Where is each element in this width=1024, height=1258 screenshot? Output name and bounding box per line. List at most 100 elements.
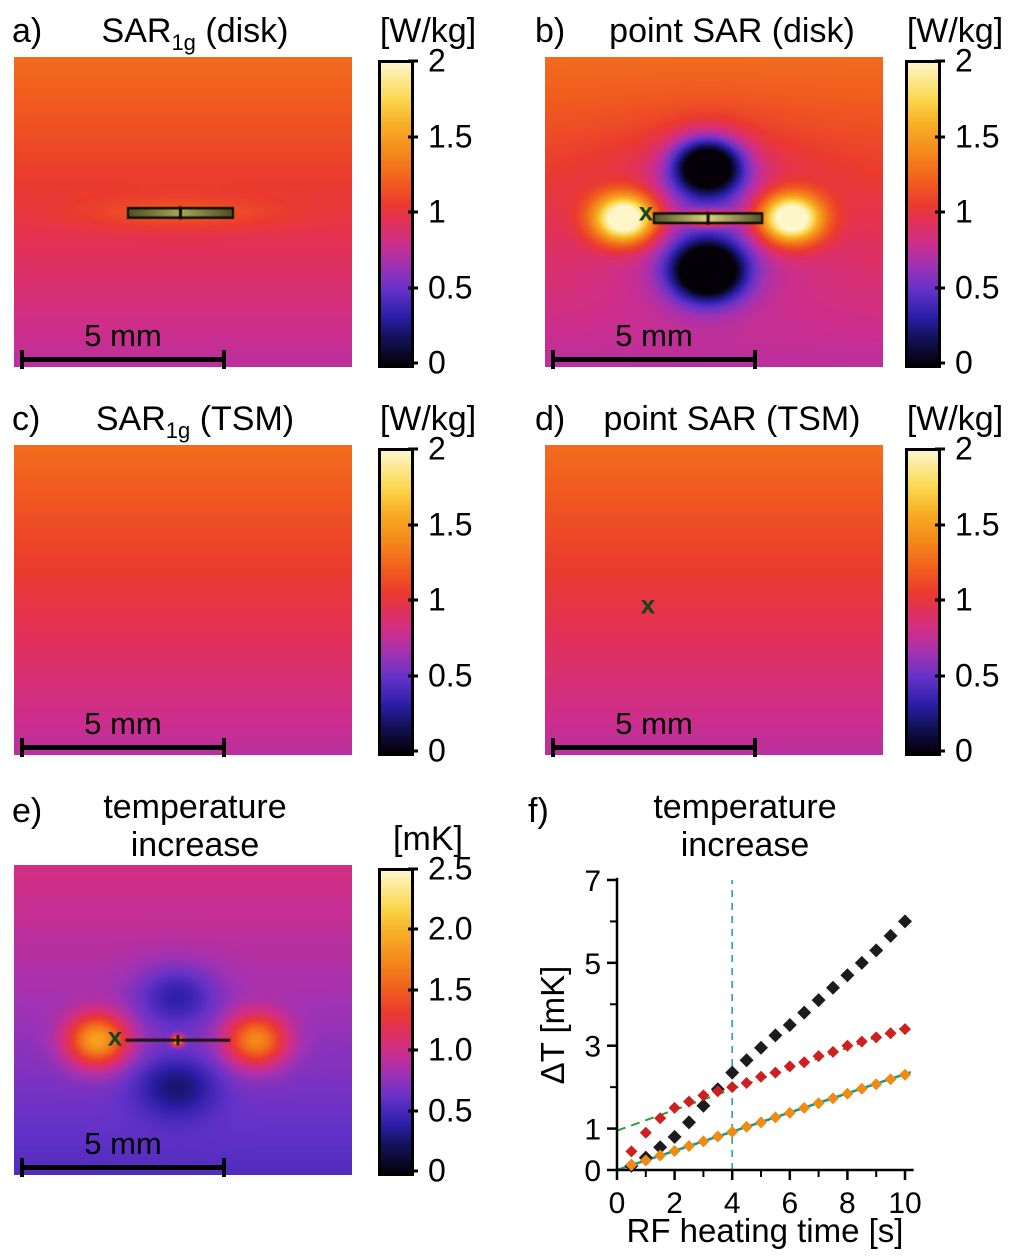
colorbar-tick-label: 0.5	[428, 1092, 473, 1129]
marker-red	[639, 1126, 652, 1139]
heatmap-b	[545, 57, 883, 367]
marker-orange	[884, 1073, 897, 1086]
scale-bar-b-line	[551, 350, 757, 369]
marker-red	[899, 1023, 911, 1036]
colorbar-d-ticks: 2 1.5 1 0.5 0	[935, 431, 1021, 769]
marker-orange	[841, 1087, 854, 1100]
marker-red	[726, 1081, 739, 1094]
panel-e-title-line1: temperature	[103, 788, 287, 826]
y-tick-label: 7	[584, 868, 601, 898]
panel-b-colorbar-unit: [W/kg]	[906, 12, 1004, 50]
panel-c-title-text: SAR	[95, 400, 166, 438]
colorbar-tick-label: 0	[428, 344, 446, 381]
x-tick-label: 10	[888, 1187, 921, 1220]
y-axis-label: ΔT [mK]	[534, 965, 571, 1085]
heatmap-e	[14, 865, 352, 1175]
heatmap-d	[545, 445, 883, 755]
marker-red	[855, 1035, 868, 1048]
marker-black	[754, 1040, 768, 1055]
y-tick-label: 0	[584, 1155, 601, 1188]
panel-c-title-subscript: 1g	[165, 417, 191, 443]
scale-bar-a: 5 mm	[20, 318, 226, 369]
panel-a-title-text: SAR	[101, 12, 172, 50]
marker-black	[696, 1098, 711, 1113]
panel-d-title: point SAR (TSM)	[603, 400, 861, 438]
colorbar-tick-mark	[408, 674, 418, 677]
marker-black	[898, 914, 912, 929]
panel-b-position-marker: x	[638, 196, 654, 227]
colorbar-tick-label: 2	[955, 42, 973, 79]
panel-c-title: SAR1g (TSM)	[60, 400, 330, 450]
marker-orange	[783, 1106, 796, 1119]
scale-bar-c-line	[20, 738, 226, 757]
marker-orange	[654, 1149, 667, 1162]
colorbar-tick-label: 0.5	[955, 269, 1000, 305]
colorbar-tick-mark	[408, 867, 418, 871]
marker-red	[711, 1085, 724, 1098]
marker-orange	[726, 1125, 739, 1138]
marker-orange	[798, 1101, 811, 1114]
marker-black	[826, 980, 840, 995]
colorbar-tick-mark	[408, 59, 418, 63]
colorbar-a	[378, 60, 414, 368]
colorbar-tick-mark	[935, 674, 945, 677]
x-tick-label: 6	[781, 1187, 798, 1220]
panel-f-title-line1: temperature	[653, 788, 837, 826]
colorbar-tick-label: 0.5	[428, 657, 473, 693]
marker-red	[812, 1050, 825, 1063]
panel-c-label: c)	[12, 400, 41, 438]
scale-bar-a-line	[20, 350, 226, 369]
panel-c-title-tail: (TSM)	[190, 400, 295, 438]
panel-b-title: point SAR (disk)	[609, 12, 855, 50]
scale-bar-b: 5 mm	[551, 318, 757, 369]
marker-black	[667, 1129, 682, 1144]
marker-red	[870, 1031, 883, 1044]
colorbar-tick-mark	[408, 988, 418, 992]
colorbar-tick-mark	[935, 361, 945, 365]
colorbar-a-ticks: 2 1.5 1 0.5 0	[408, 43, 504, 381]
scale-bar-e: 5 mm	[20, 1126, 226, 1177]
scale-bar-b-label: 5 mm	[615, 318, 693, 353]
colorbar-c-ticks: 2 1.5 1 0.5 0	[408, 431, 504, 769]
marker-black	[739, 1053, 754, 1068]
scale-bar-c-label: 5 mm	[84, 706, 162, 741]
scale-bar-d-label: 5 mm	[615, 706, 693, 741]
panel-a-title-subscript: 1g	[171, 29, 196, 55]
marker-black	[883, 928, 898, 943]
y-tick-label: 1	[584, 1114, 601, 1147]
colorbar-tick-mark	[408, 598, 418, 602]
colorbar-tick-mark	[408, 1169, 418, 1173]
marker-red	[841, 1039, 854, 1052]
colorbar-tick-mark	[408, 749, 418, 753]
scale-bar-d: 5 mm	[551, 706, 757, 757]
marker-black	[854, 955, 869, 970]
panel-e-position-marker: x	[107, 1021, 123, 1052]
colorbar-tick-mark	[408, 447, 418, 451]
heatmap-c	[14, 445, 352, 755]
colorbar-c	[378, 448, 414, 756]
panel-b-label: b)	[535, 12, 566, 50]
x-tick-label: 0	[609, 1187, 626, 1220]
colorbar-tick-mark	[408, 927, 418, 931]
panel-e-label: e)	[12, 792, 43, 830]
panel-d-colorbar-unit: [W/kg]	[906, 400, 1004, 438]
scatter-plot: 0 2 4 6 8 10 0 1 3 5 7	[584, 868, 921, 1220]
marker-red	[827, 1045, 839, 1058]
marker-red	[740, 1076, 753, 1089]
heatmap-a	[14, 57, 352, 367]
colorbar-tick-mark	[935, 749, 945, 753]
colorbar-tick-label: 0.5	[428, 269, 473, 305]
colorbar-tick-mark	[408, 361, 418, 365]
marker-black	[869, 943, 884, 958]
marker-orange	[812, 1097, 825, 1110]
colorbar-tick-mark	[408, 286, 418, 289]
colorbar-tick-mark	[408, 210, 418, 214]
marker-orange	[639, 1154, 652, 1167]
panel-e-title: temperature increase	[60, 788, 330, 864]
colorbar-tick-label: 2	[955, 430, 973, 467]
panel-a-title: SAR1g (disk)	[60, 12, 330, 62]
colorbar-tick-label: 1	[428, 581, 446, 618]
colorbar-tick-mark	[935, 523, 945, 526]
x-tick-label: 2	[666, 1187, 683, 1220]
